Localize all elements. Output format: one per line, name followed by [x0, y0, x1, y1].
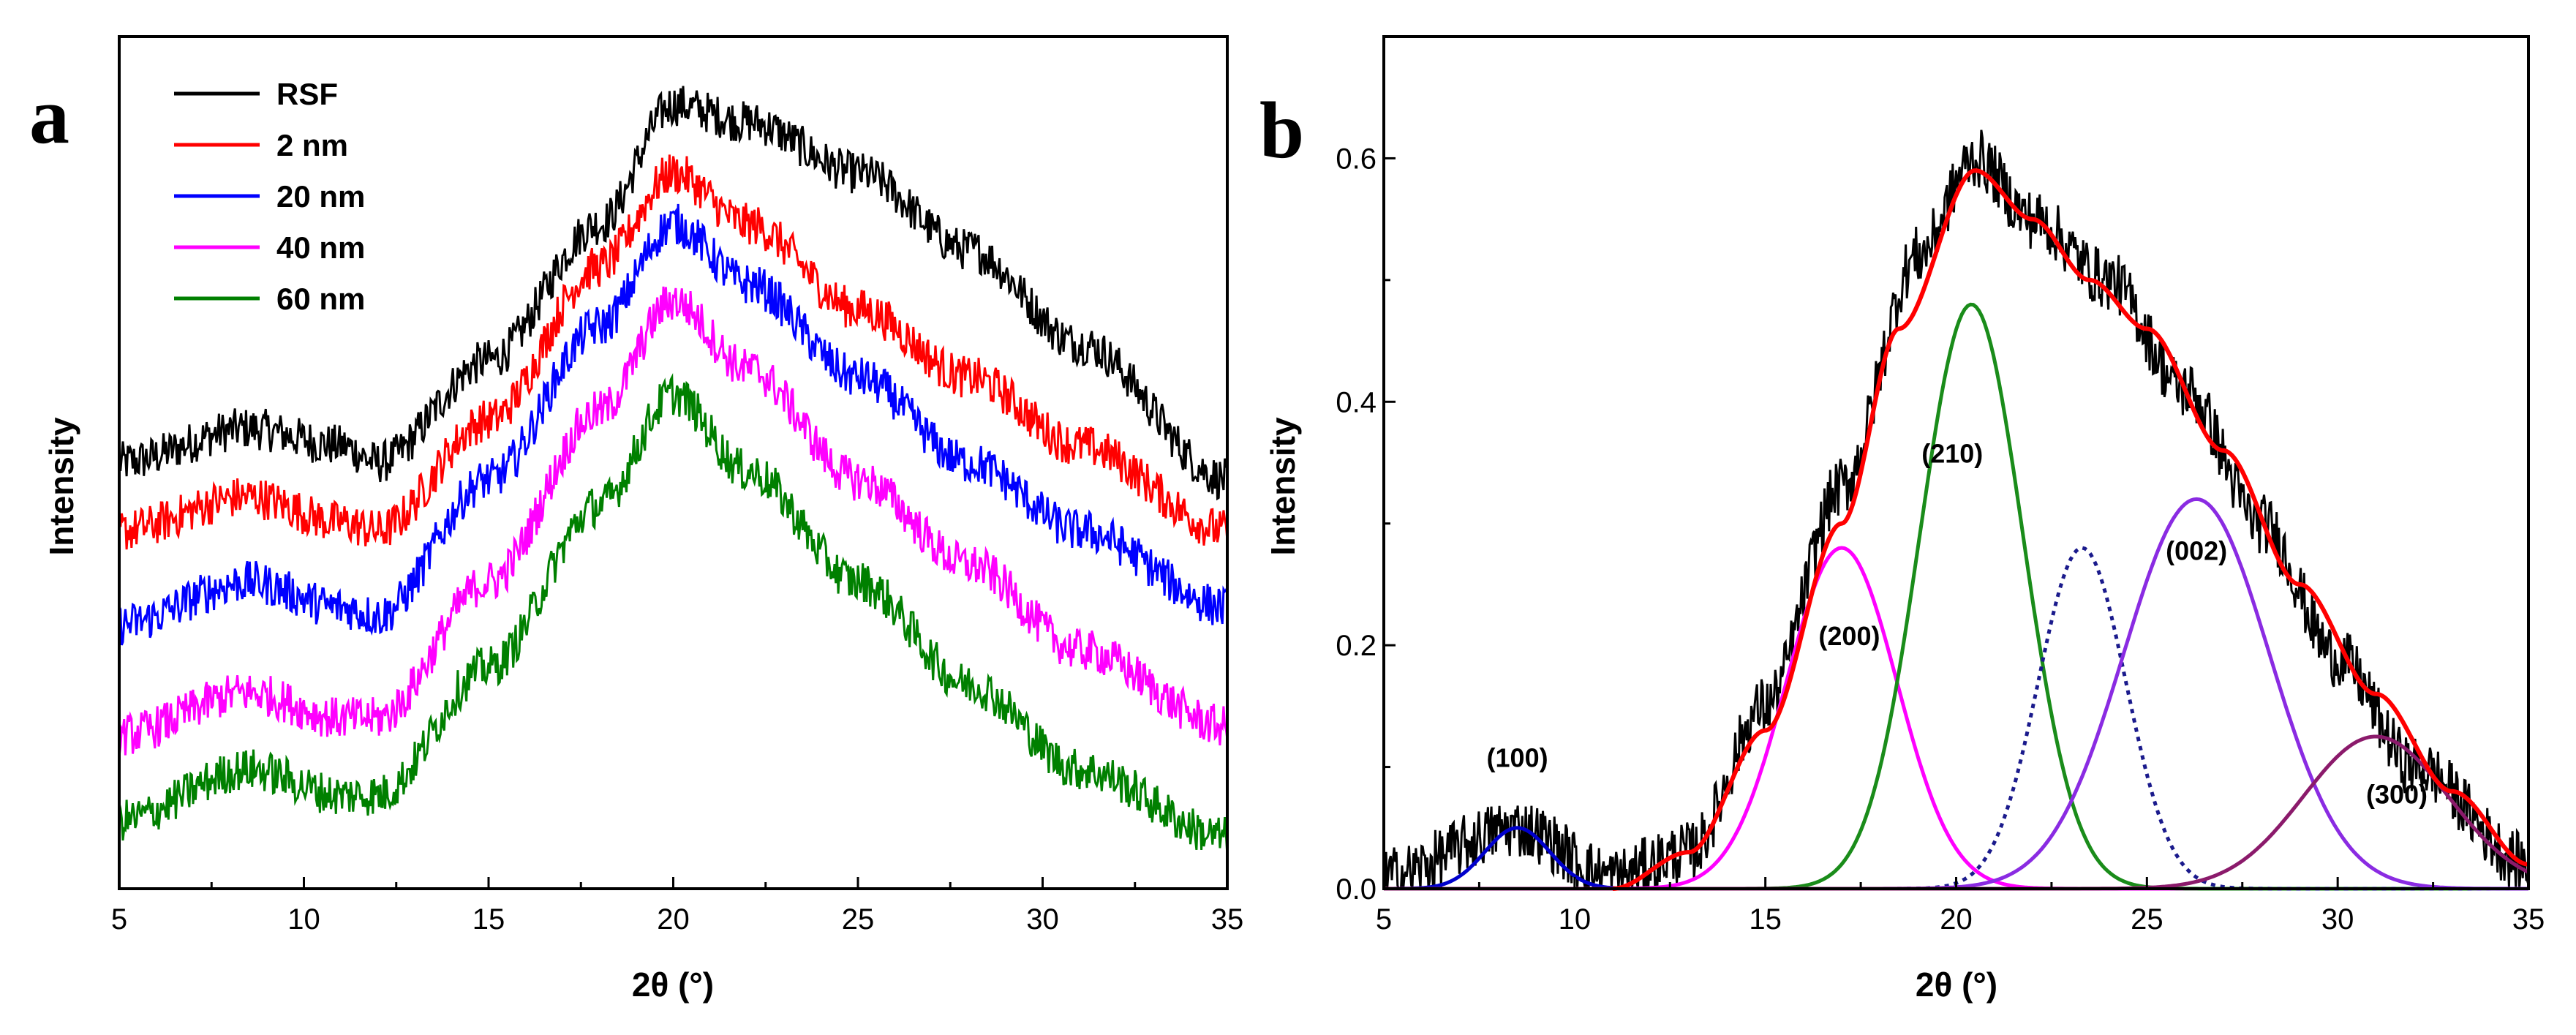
panel-a-x-ticks: 5 10 15 20 25 30 35	[111, 877, 1243, 936]
panel-b-x-ticks: 5 10 15 20 25 30 35	[1376, 877, 2545, 936]
peak-label: (300)	[2366, 780, 2428, 810]
y-tick-label: 0.6	[1336, 143, 1376, 175]
x-tick-label: 20	[1940, 903, 1973, 936]
panel-a-legend: RSF 2 nm 20 nm 40 nm 60 nm	[174, 77, 365, 316]
series-line-60-nm	[118, 372, 1229, 857]
panel-a-x-axis-title: 2θ (°)	[632, 966, 714, 1004]
x-tick-label: 5	[1376, 903, 1392, 936]
peak-label: (100)	[1487, 743, 1548, 773]
x-tick-label: 10	[1559, 903, 1592, 936]
panel-b-y-ticks: 0.0 0.2 0.4 0.6	[1336, 143, 1396, 906]
y-tick-label: 0.2	[1336, 630, 1376, 662]
legend-label: 60 nm	[276, 282, 365, 316]
series-line-data	[1382, 129, 2530, 890]
peak-label: (200)	[1818, 621, 1880, 651]
panel-b-letter: b	[1259, 86, 1304, 175]
panel-a: a 5 10 15 20 25 30 35 RSF 2 nm 20 nm 40 nm 60 nm 2…	[29, 35, 1243, 1004]
x-tick-label: 25	[842, 903, 875, 936]
panel-a-letter: a	[29, 71, 69, 160]
y-tick-label: 0.4	[1336, 386, 1376, 418]
panel-b: b 5 10 15 20 25 30 35 0.00.20.40.6 (100)(200)(…	[1259, 35, 2545, 1004]
panel-b-peak-labels: (100) (200) (210) (002) (300)	[1487, 439, 2428, 810]
fit-peak-210	[1384, 302, 2528, 891]
x-tick-label: 10	[287, 903, 320, 936]
peak-label: (210)	[1921, 439, 1983, 469]
panel-a-y-axis-title: Intensity	[42, 417, 80, 556]
x-tick-label: 35	[2512, 903, 2545, 936]
x-tick-label: 30	[1026, 903, 1059, 936]
x-tick-label: 15	[1749, 903, 1782, 936]
legend-label: RSF	[276, 77, 338, 111]
legend-label: 40 nm	[276, 230, 365, 265]
panel-b-fit-peaks	[1384, 168, 2530, 891]
y-tick-label: 0.0	[1336, 873, 1376, 906]
peak-label: (002)	[2166, 536, 2227, 566]
panel-b-x-axis-title: 2θ (°)	[1916, 966, 1997, 1004]
panel-b-y-axis-title: Intensity	[1264, 417, 1302, 556]
series-line-rsf	[118, 86, 1229, 501]
series-line-40-nm	[118, 286, 1229, 757]
series-line-fit	[1612, 168, 2529, 891]
panel-a-series	[118, 86, 1229, 857]
legend-label: 2 nm	[276, 128, 348, 162]
series-line-20-nm	[118, 203, 1229, 646]
series-line-2-nm	[118, 154, 1229, 550]
fit-peak-300	[1384, 734, 2530, 891]
x-tick-label: 35	[1211, 903, 1244, 936]
panel-b-series	[1382, 129, 2530, 890]
x-tick-label: 25	[2131, 903, 2163, 936]
x-tick-label: 5	[111, 903, 127, 936]
x-tick-label: 20	[657, 903, 690, 936]
x-tick-label: 30	[2321, 903, 2354, 936]
x-tick-label: 15	[472, 903, 505, 936]
legend-label: 20 nm	[276, 179, 365, 214]
